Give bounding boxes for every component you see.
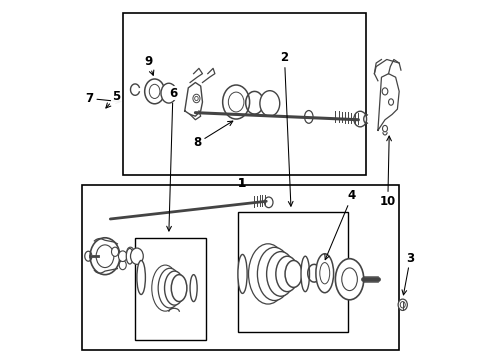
Ellipse shape (316, 254, 334, 293)
Ellipse shape (161, 83, 176, 103)
Ellipse shape (276, 256, 298, 292)
Bar (82, 185, 399, 350)
Ellipse shape (382, 88, 388, 95)
Ellipse shape (265, 197, 273, 208)
Ellipse shape (400, 302, 405, 308)
Ellipse shape (112, 247, 119, 256)
Ellipse shape (149, 84, 160, 99)
Ellipse shape (354, 111, 367, 127)
Ellipse shape (158, 268, 182, 308)
Ellipse shape (195, 96, 198, 100)
Ellipse shape (389, 99, 393, 105)
Ellipse shape (383, 125, 388, 132)
Ellipse shape (257, 247, 292, 301)
Ellipse shape (137, 260, 146, 294)
Ellipse shape (90, 238, 120, 275)
Ellipse shape (228, 92, 244, 112)
Ellipse shape (248, 244, 288, 304)
Ellipse shape (260, 91, 280, 116)
Ellipse shape (119, 251, 127, 261)
Ellipse shape (335, 259, 364, 300)
Ellipse shape (127, 247, 134, 256)
Bar (238, 212, 348, 332)
Text: 1: 1 (237, 177, 245, 190)
Text: 4: 4 (325, 189, 356, 260)
Ellipse shape (398, 299, 407, 310)
Ellipse shape (267, 252, 295, 296)
Ellipse shape (130, 248, 143, 264)
Ellipse shape (238, 255, 247, 293)
Text: 2: 2 (280, 51, 293, 206)
Text: 5: 5 (106, 90, 121, 108)
Ellipse shape (222, 85, 249, 119)
Ellipse shape (342, 268, 357, 291)
Ellipse shape (119, 260, 126, 270)
Ellipse shape (172, 275, 187, 302)
Text: 8: 8 (194, 121, 233, 149)
Ellipse shape (165, 271, 184, 305)
Ellipse shape (190, 275, 197, 302)
Text: 3: 3 (402, 252, 415, 295)
Ellipse shape (193, 94, 200, 103)
Ellipse shape (285, 260, 302, 287)
Ellipse shape (96, 245, 114, 267)
Ellipse shape (301, 256, 310, 292)
Text: 1: 1 (237, 177, 245, 190)
Ellipse shape (152, 265, 179, 311)
Ellipse shape (320, 262, 330, 284)
Text: 6: 6 (167, 87, 177, 231)
Text: 10: 10 (380, 136, 396, 208)
Text: 7: 7 (85, 92, 121, 105)
Bar (135, 238, 206, 339)
Bar (122, 13, 366, 175)
Ellipse shape (305, 111, 313, 123)
Ellipse shape (145, 79, 165, 104)
Text: 9: 9 (144, 55, 154, 75)
Ellipse shape (126, 248, 133, 264)
